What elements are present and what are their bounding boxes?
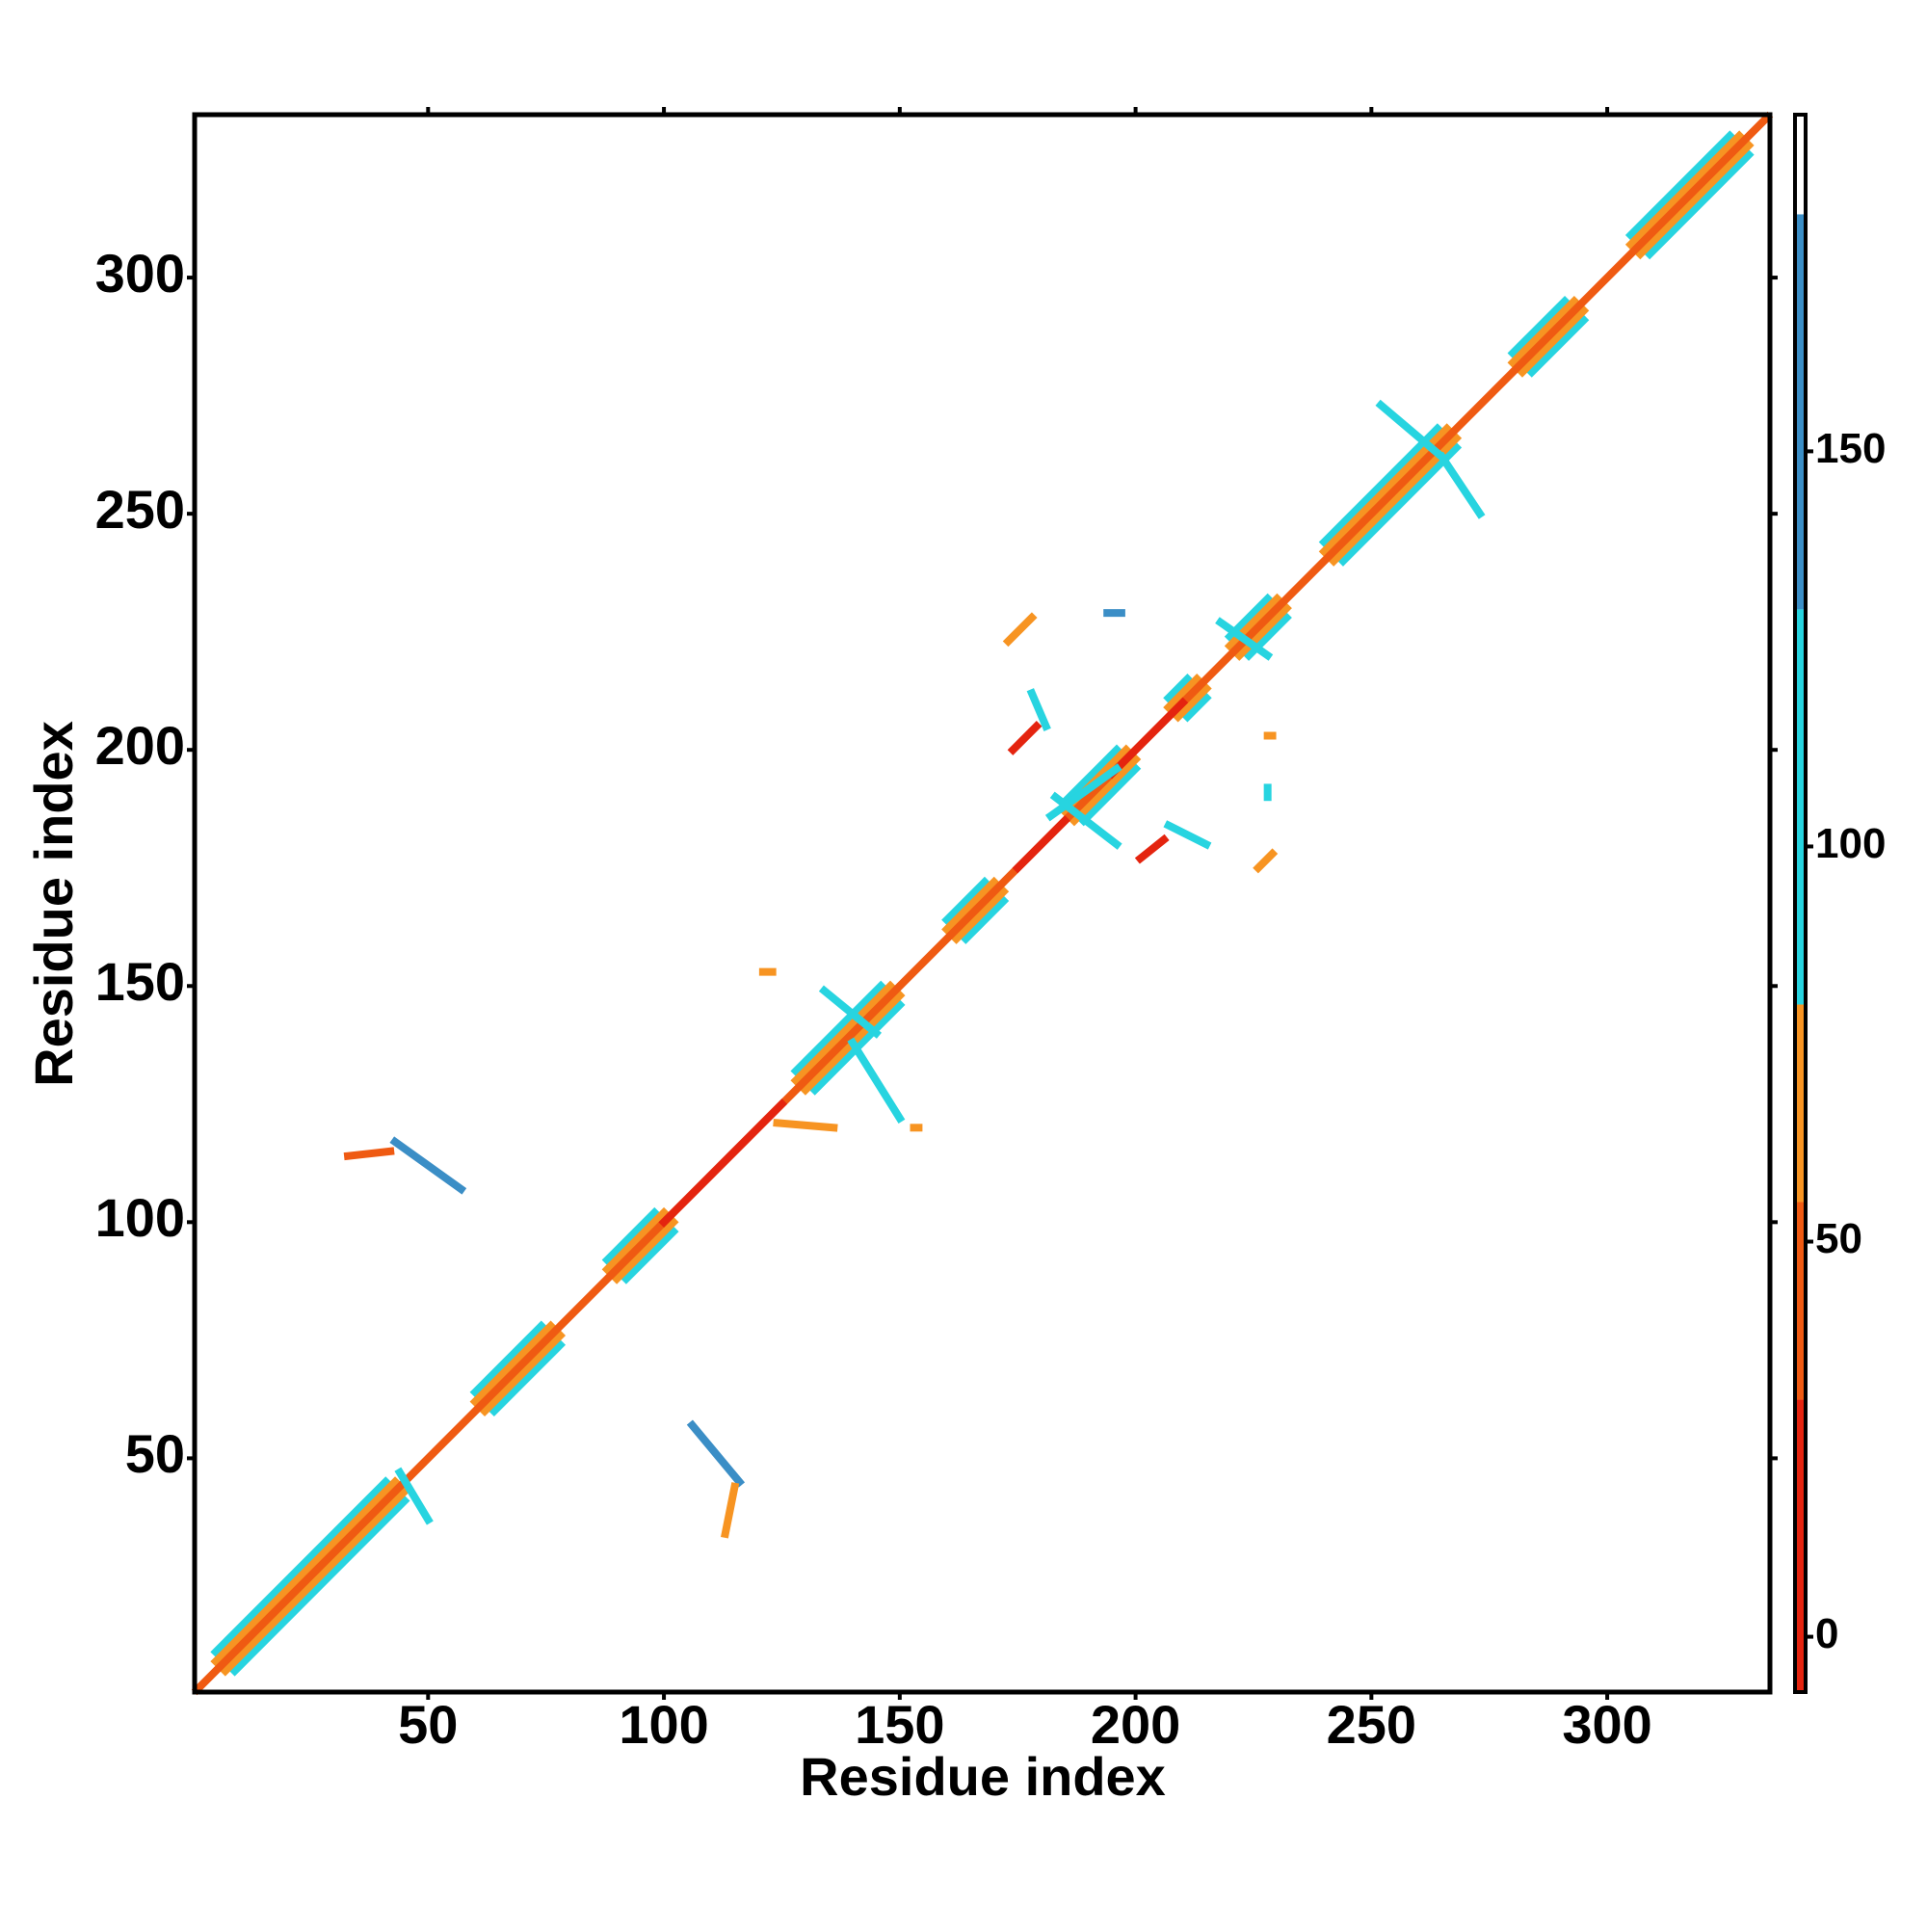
contact-segment (620, 1226, 679, 1284)
colorbar-tick-label: 150 (1815, 425, 1886, 472)
colorbar-segment (1795, 115, 1806, 215)
contact-segment (1526, 314, 1590, 378)
contact-segment (1134, 834, 1170, 864)
x-tick-label: 50 (398, 1694, 458, 1755)
contact-segment (343, 1147, 395, 1161)
y-axis-label: Residue index (23, 721, 84, 1087)
contact-segment (1007, 721, 1043, 755)
contact-segment (941, 876, 1000, 936)
contact-segment (1049, 791, 1122, 850)
colorbar-tick-label: 100 (1815, 820, 1886, 867)
contact-segment (394, 1467, 434, 1525)
contact-segment (611, 1216, 679, 1284)
y-tick-label: 50 (125, 1423, 185, 1484)
contact-segment (1106, 697, 1189, 780)
colorbar-frame (1793, 113, 1808, 1694)
plot-frame (192, 112, 1773, 1695)
contact-segment (790, 980, 896, 1086)
contact-segment (1624, 130, 1736, 241)
contact-segment (1318, 423, 1453, 558)
colorbar-segment (1795, 609, 1806, 1005)
contact-segment (1624, 130, 1745, 251)
contact-segment (1507, 295, 1580, 368)
x-tick-label: 100 (619, 1694, 708, 1755)
contact-segment (1172, 682, 1212, 723)
colorbar-segment (1795, 1399, 1806, 1692)
contact-segment (773, 1119, 838, 1132)
x-tick-label: 150 (855, 1694, 944, 1755)
contact-segment (601, 1206, 670, 1275)
contact-segment (1644, 149, 1755, 260)
contact-segment (1078, 763, 1142, 827)
colorbar-tick-label: 0 (1815, 1610, 1838, 1657)
contact-segment (601, 1206, 660, 1266)
contact-segment (1002, 612, 1038, 648)
contact-segment (721, 1482, 740, 1539)
colorbar-segment (1795, 1004, 1806, 1203)
x-tick-label: 200 (1091, 1694, 1180, 1755)
contact-segment (950, 886, 1010, 944)
contact-segment (1507, 295, 1571, 359)
contact-segment (488, 1339, 567, 1417)
contact-segment (1069, 754, 1142, 827)
contact-segment (1163, 820, 1212, 850)
contact-segment (790, 980, 886, 1077)
contact-segment (1517, 304, 1590, 378)
contact-segment (1318, 423, 1443, 548)
contact-segment (658, 1098, 788, 1228)
contact-segment (1026, 688, 1051, 731)
contact-segment (1337, 441, 1463, 567)
x-tick-label: 300 (1562, 1694, 1651, 1755)
contact-segment (1328, 433, 1463, 567)
contact-segment (228, 1495, 410, 1677)
contact-segment (220, 1486, 410, 1677)
contact-segment (1215, 617, 1274, 661)
contact-segment (686, 1419, 746, 1488)
contact-segment (210, 1476, 401, 1667)
y-tick-label: 150 (95, 951, 185, 1012)
contact-segment (1375, 399, 1448, 463)
contact-segment (469, 1320, 557, 1408)
contact-segment (1253, 848, 1279, 874)
contact-segment (1012, 815, 1070, 874)
x-axis-label: Residue index (800, 1746, 1166, 1807)
contact-segment (1181, 692, 1212, 723)
contact-segment (210, 1476, 391, 1657)
contact-segment (1163, 674, 1202, 713)
contact-segment (818, 985, 882, 1039)
y-tick-label: 300 (95, 243, 185, 304)
contact-segment (847, 1037, 906, 1125)
colorbar-tick-label: 50 (1815, 1215, 1862, 1262)
contact-segment (1634, 140, 1755, 260)
y-tick-label: 200 (95, 715, 185, 776)
contact-segment (1059, 744, 1122, 807)
contact-segment (1044, 763, 1122, 822)
contact-segment (1163, 674, 1194, 703)
contact-segment (191, 111, 1774, 1696)
y-tick-label: 100 (95, 1187, 185, 1248)
contact-segment (941, 876, 990, 926)
contact-segment (1437, 451, 1486, 519)
colorbar-segment (1795, 1202, 1806, 1400)
contact-segment (1233, 602, 1292, 661)
y-tick-label: 250 (95, 479, 185, 540)
x-tick-label: 250 (1327, 1694, 1416, 1755)
contact-segment (479, 1330, 567, 1417)
colorbar-segment (1795, 214, 1806, 610)
contact-segment (960, 895, 1010, 944)
contact-segment (469, 1320, 547, 1398)
contact-segment (389, 1136, 467, 1195)
